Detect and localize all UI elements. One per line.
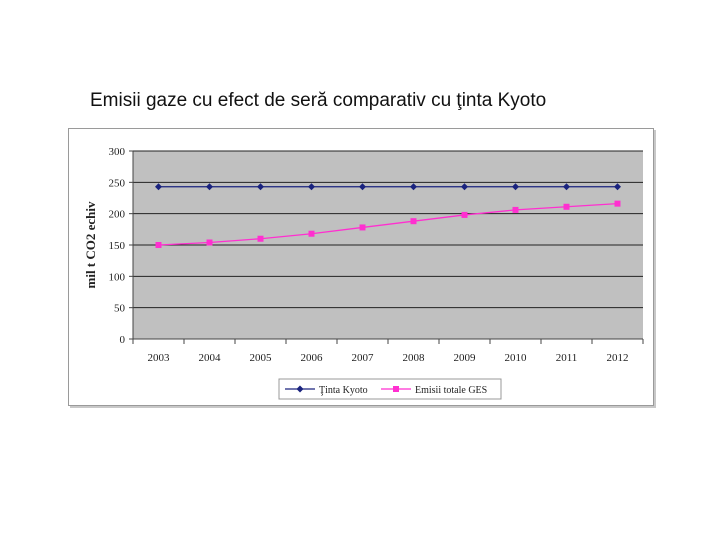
x-tick-label: 2009: [454, 352, 477, 364]
y-tick-label: 100: [109, 271, 126, 283]
data-point: [257, 235, 264, 242]
y-axis-ticks: 0 50 100 150 200 250 300: [109, 146, 134, 346]
data-point: [614, 200, 621, 207]
data-point: [393, 386, 399, 392]
y-tick-label: 250: [109, 177, 126, 189]
data-point: [512, 183, 519, 191]
data-point: [563, 183, 570, 191]
data-point: [359, 224, 366, 231]
x-tick-label: 2005: [250, 352, 273, 364]
data-point: [359, 183, 366, 191]
data-point: [308, 183, 315, 191]
data-point: [461, 183, 468, 191]
data-point: [563, 203, 570, 210]
x-tick-label: 2006: [301, 352, 324, 364]
data-point: [461, 211, 468, 218]
y-tick-label: 300: [109, 146, 126, 158]
chart-frame: 0 50 100 150 200 250 300 2003 2004 2005 2006 2007 2…: [68, 128, 654, 406]
data-point: [410, 218, 417, 225]
x-tick-label: 2011: [556, 352, 578, 364]
x-tick-label: 2007: [352, 352, 375, 364]
data-point: [155, 183, 162, 191]
data-point: [206, 183, 213, 191]
slide-title: Emisii gaze cu efect de seră comparativ …: [90, 90, 547, 111]
y-axis-label: mil t CO2 echiv: [83, 201, 98, 289]
y-tick-label: 200: [109, 209, 126, 221]
x-tick-label: 2012: [607, 352, 629, 364]
x-tick-label: 2010: [505, 352, 528, 364]
x-axis-ticks: 2003 2004 2005 2006 2007 2008 2009 2010 2011 2012: [132, 338, 644, 364]
data-point: [206, 239, 213, 246]
legend-label: Emisii totale GES: [415, 385, 487, 396]
y-tick-label: 50: [114, 303, 126, 315]
series-line: [158, 202, 618, 246]
legend-label: Ţinta Kyoto: [319, 385, 368, 396]
x-tick-label: 2004: [199, 352, 222, 364]
data-point: [614, 183, 621, 191]
data-point: [155, 242, 162, 248]
series-group: [155, 183, 621, 248]
x-tick-label: 2008: [403, 352, 426, 364]
data-point: [410, 183, 417, 191]
data-point: [308, 230, 315, 237]
data-point: [512, 206, 519, 213]
legend: Ţinta Kyoto Emisii totale GES: [285, 385, 487, 396]
y-tick-label: 150: [109, 240, 126, 252]
data-point: [296, 385, 304, 393]
y-tick-label: 0: [120, 334, 126, 346]
data-point: [257, 183, 264, 191]
x-tick-label: 2003: [148, 352, 171, 364]
